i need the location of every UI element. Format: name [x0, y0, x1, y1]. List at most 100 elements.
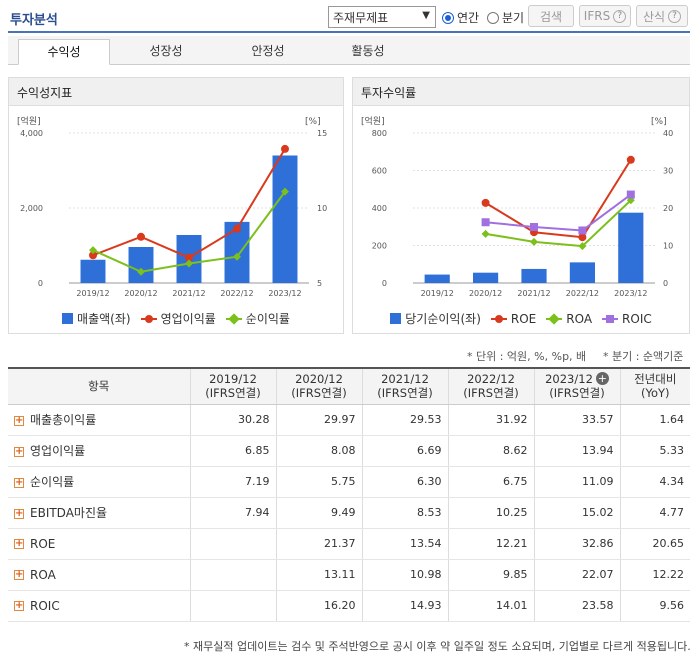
expand-icon[interactable]: + [595, 372, 609, 386]
legend-swatch [225, 312, 242, 325]
profitability-legend: 매출액(좌) 영업이익률 순이익률 [9, 310, 343, 327]
expand-row-icon[interactable]: + [14, 507, 24, 519]
row-label-cell[interactable]: + EBITDA마진율 [8, 497, 190, 529]
col-year: 2023/12 [545, 372, 593, 387]
x-tick-label: 2022/12 [566, 289, 599, 298]
line-marker [233, 224, 241, 233]
expand-row-icon[interactable]: + [14, 569, 24, 580]
table-cell: 29.53 [361, 404, 448, 436]
col-sub: (IFRS연결) [291, 386, 347, 401]
table-row: + ROE 21.37 13.54 12.21 32.86 20.65 [8, 528, 690, 560]
line-marker [137, 267, 145, 276]
col-year: 2019/12 [209, 372, 257, 387]
line-marker [578, 242, 587, 251]
title-divider [8, 31, 690, 33]
table-cell [189, 559, 276, 591]
search-button[interactable]: 검색 [528, 5, 574, 27]
expand-row-icon[interactable]: + [14, 600, 24, 611]
table-cell: 9.56 [619, 590, 690, 622]
table-cell: 11.09 [533, 466, 620, 498]
x-tick-label: 2020/12 [124, 289, 157, 298]
row-label: 매출총이익률 [30, 413, 97, 427]
y-tick-label-right: 40 [663, 129, 673, 138]
line-marker [137, 232, 145, 241]
col-sub: (YoY) [640, 386, 670, 401]
tab-activity[interactable]: 활동성 [351, 44, 385, 58]
bar [80, 259, 106, 283]
legend-label: ROIC [622, 311, 652, 326]
radio-quarter-label: 분기 [502, 11, 525, 25]
bar [128, 247, 154, 283]
row-label-cell[interactable]: + 순이익률 [8, 466, 190, 498]
expand-row-icon[interactable]: + [14, 538, 24, 549]
radio-annual-label: 연간 [457, 11, 480, 25]
table-row: + ROA 13.11 10.98 9.85 22.07 12.22 [8, 559, 690, 591]
line-marker [530, 223, 538, 232]
table-cell [189, 590, 276, 622]
row-label-cell[interactable]: + ROIC [8, 590, 190, 622]
legend-marker [548, 312, 560, 325]
legend-swatch [546, 312, 563, 325]
table-cell: 12.22 [619, 559, 690, 591]
y-tick-label-left: 800 [372, 129, 387, 138]
table-cell: 12.21 [447, 528, 534, 560]
y-tick-label-right: 0 [663, 279, 668, 288]
bar [473, 272, 499, 283]
bar [272, 155, 298, 283]
table-cell: 22.07 [533, 559, 620, 591]
units-note: * 단위 : 억원, %, %p, 배 [467, 350, 587, 363]
table-cell: 14.01 [447, 590, 534, 622]
ifrs-button[interactable]: IFRS ? [579, 5, 631, 27]
legend-item: ROA [546, 310, 592, 327]
col-year: 2022/12 [467, 372, 515, 387]
chevron-down-icon: ▼ [422, 10, 430, 21]
expand-row-icon[interactable]: + [14, 445, 24, 457]
legend-item: 영업이익률 [140, 310, 216, 327]
x-tick-label: 2022/12 [220, 289, 253, 298]
y-tick-label-right: 30 [663, 167, 673, 176]
table-cell: 8.08 [275, 435, 362, 467]
table-row: + 순이익률 7.19 5.75 6.30 6.75 11.09 4.34 [8, 466, 690, 498]
table-cell: 8.62 [447, 435, 534, 467]
row-label-cell[interactable]: + ROE [8, 528, 190, 560]
radio-dot [487, 11, 499, 24]
table-cell: 31.92 [447, 404, 534, 436]
legend-label: ROE [510, 311, 537, 326]
profitability-table: 항목 2019/12 (IFRS연결) 2020/12 (IFRS연결) 2021/… [8, 367, 690, 622]
row-label-cell[interactable]: + 매출총이익률 [8, 404, 190, 436]
series-line [485, 193, 632, 232]
statement-select[interactable]: 주재무제표 ▼ [328, 6, 436, 28]
y-tick-label-left: 200 [372, 242, 387, 251]
col-year: 2021/12 [381, 372, 429, 387]
legend-swatch [490, 314, 507, 323]
row-label-cell[interactable]: + ROA [8, 559, 190, 591]
period-note: * 분기 : 순액기준 [603, 350, 684, 363]
tab-bar: 수익성 성장성 안정성 활동성 [8, 36, 690, 65]
radio-quarter[interactable]: 분기 [487, 9, 524, 26]
col-sub: (IFRS연결) [205, 386, 261, 401]
tab-stability[interactable]: 안정성 [251, 44, 285, 58]
radio-annual[interactable]: 연간 [442, 9, 479, 26]
col-header-year: 2023/12 + (IFRS연결) [533, 368, 620, 405]
tab-growth[interactable]: 성장성 [149, 44, 183, 58]
y-tick-label-left: 600 [372, 167, 387, 176]
y-tick-label-left: 2,000 [20, 204, 43, 213]
series-line [485, 159, 632, 239]
row-label-cell[interactable]: + 영업이익률 [8, 435, 190, 467]
table-cell: 5.75 [275, 466, 362, 498]
col-header-item: 항목 [8, 368, 190, 405]
line-marker [481, 198, 490, 207]
expand-row-icon[interactable]: + [14, 476, 24, 488]
table-cell: 7.19 [189, 466, 276, 498]
x-tick-label: 2023/12 [268, 289, 301, 298]
legend-item: 당기순이익(좌) [390, 310, 481, 327]
table-cell: 4.34 [619, 466, 690, 498]
tab-profitability[interactable]: 수익성 [18, 39, 110, 65]
row-label: ROE [30, 536, 56, 551]
table-cell: 32.86 [533, 528, 620, 560]
series-line [485, 199, 632, 248]
expand-row-icon[interactable]: + [14, 414, 24, 426]
y-tick-label-right: 20 [663, 204, 673, 213]
formula-button[interactable]: 산식 ? [636, 5, 688, 27]
y-tick-label-left: 4,000 [20, 129, 43, 138]
